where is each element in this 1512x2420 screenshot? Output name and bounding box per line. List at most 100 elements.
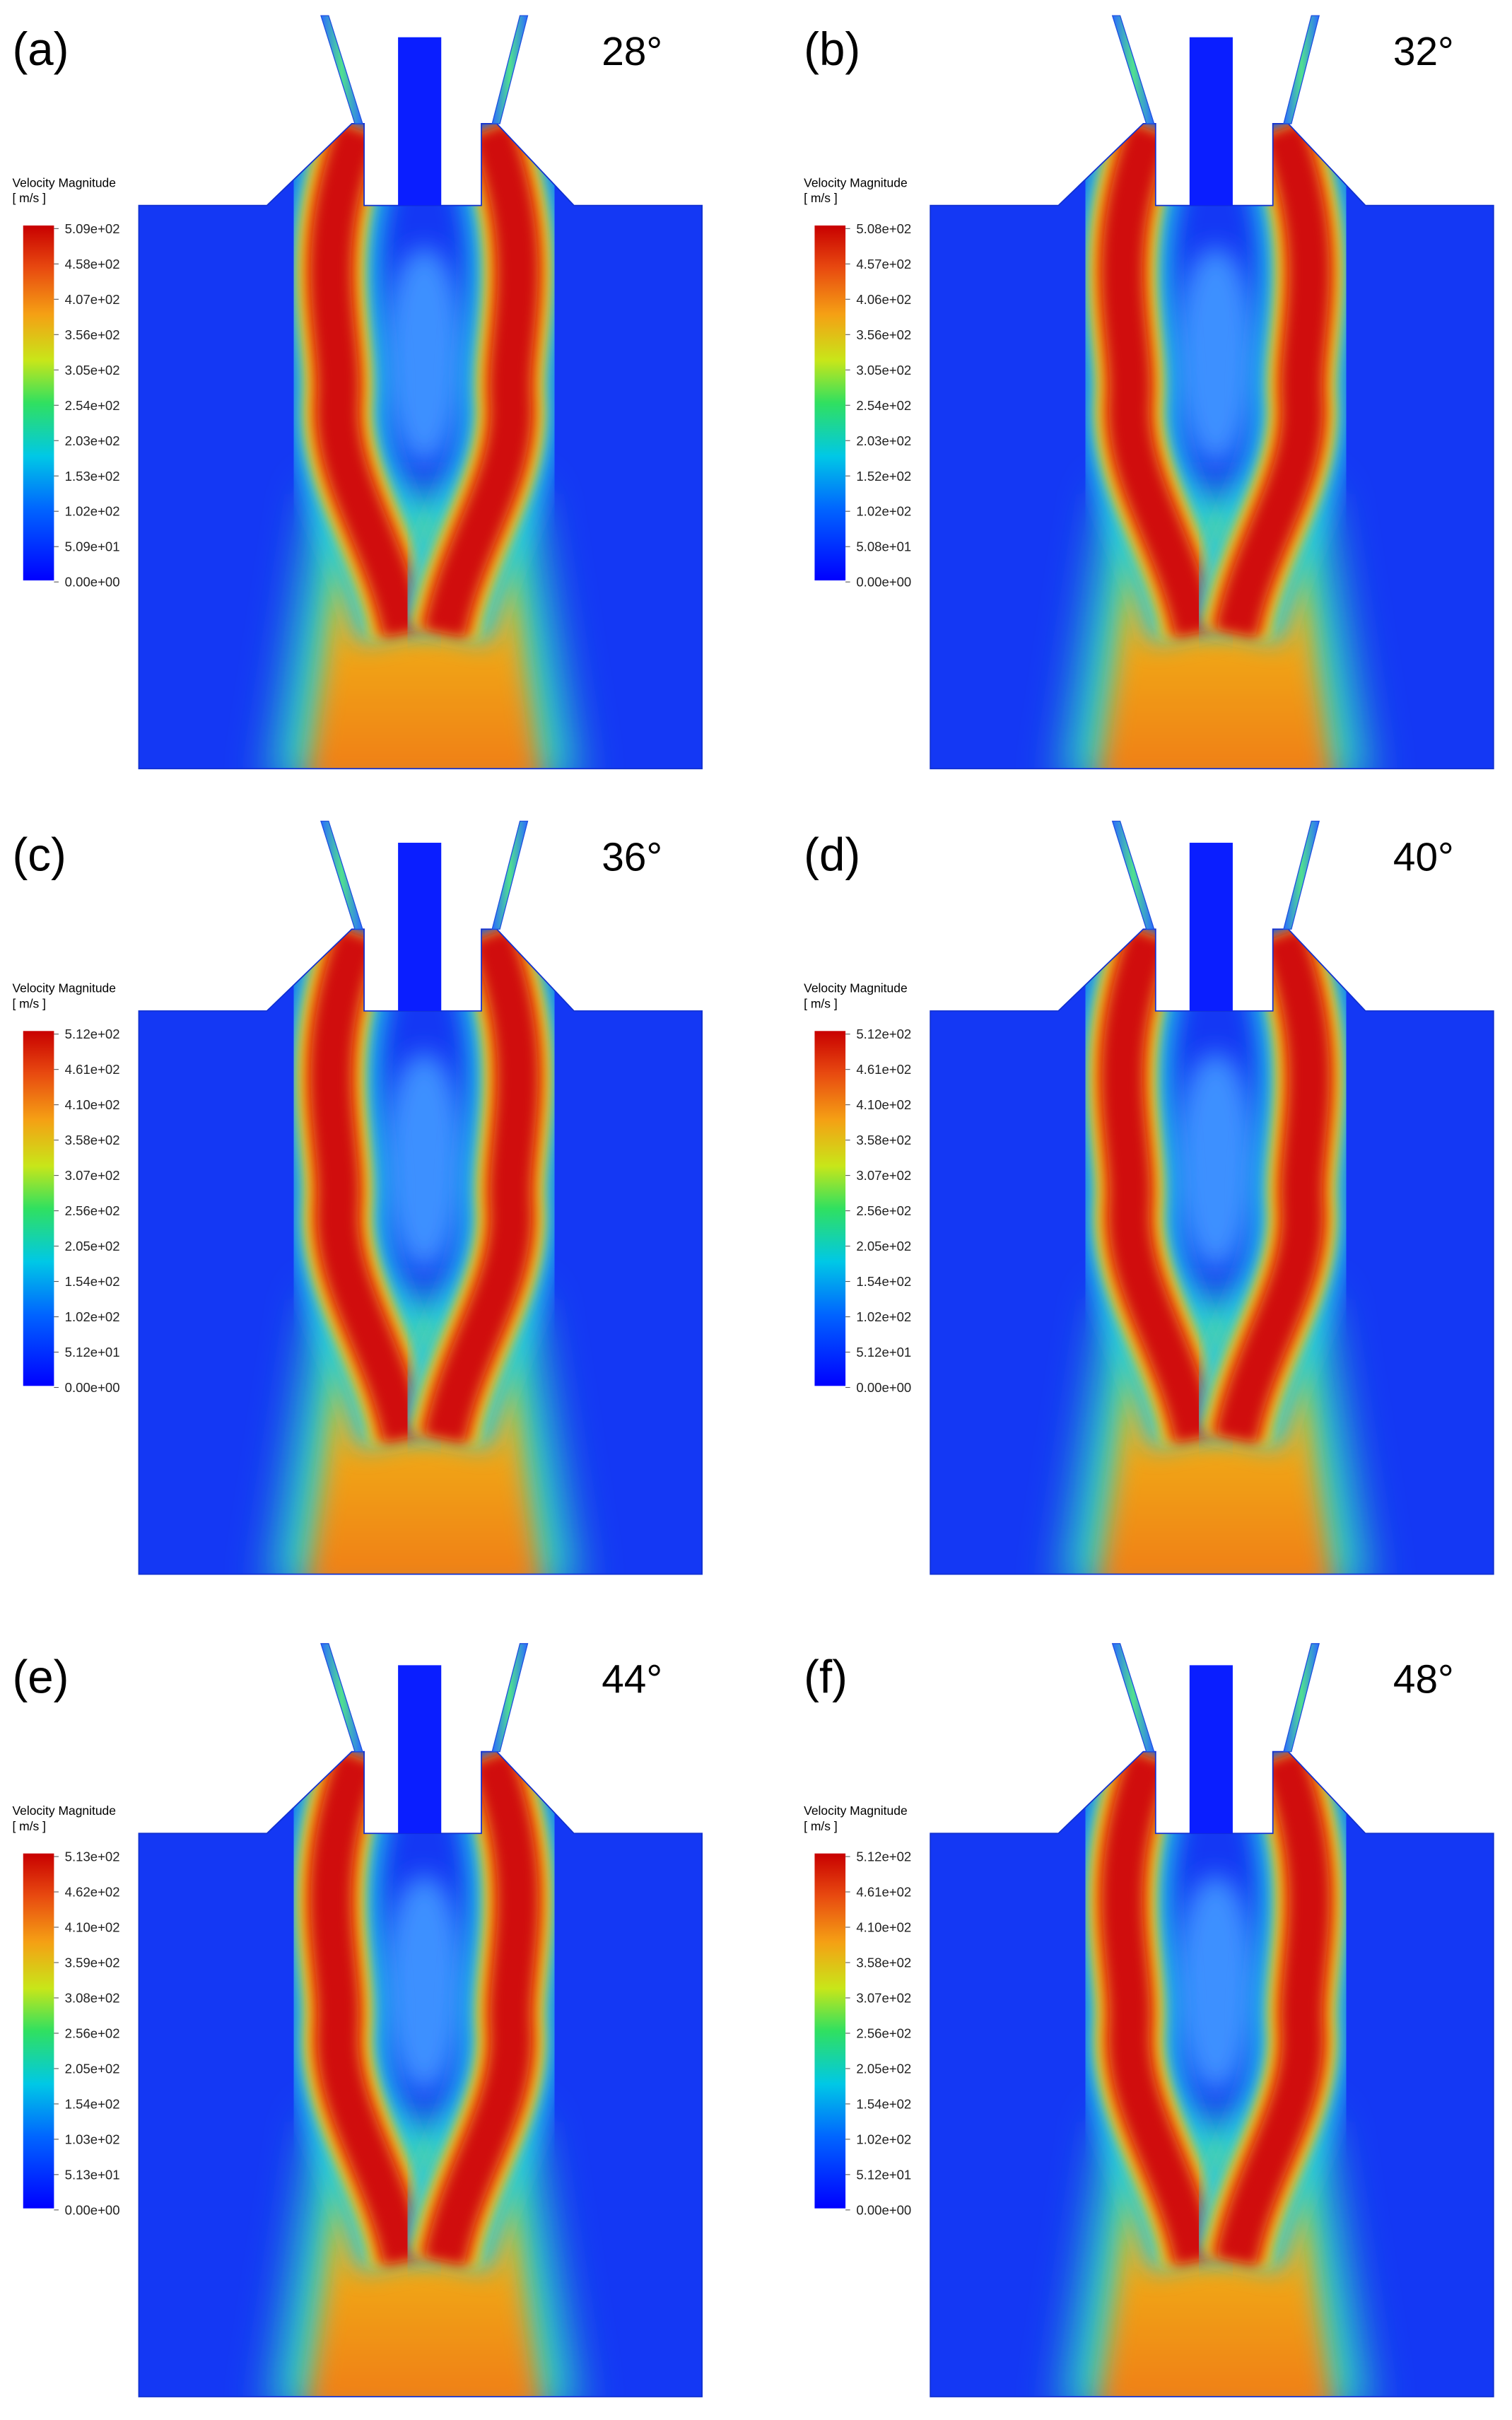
- nozzle-right: [1283, 1643, 1320, 1753]
- colorbar-label: 5.12e+01: [856, 1345, 911, 1360]
- colorbar-label: 1.54e+02: [856, 1274, 911, 1289]
- colorbar-label: 3.05e+02: [65, 363, 120, 378]
- jet-core: [310, 123, 424, 637]
- colorbar: [23, 225, 54, 580]
- legend-title: Velocity Magnitude: [804, 1804, 908, 1818]
- colorbar-label: 3.08e+02: [65, 1991, 120, 2006]
- colorbar-label: 5.08e+02: [856, 221, 911, 236]
- colorbar-label: 3.56e+02: [65, 327, 120, 342]
- colorbar-label: 4.61e+02: [856, 1885, 911, 1900]
- colorbar-label: 4.06e+02: [856, 292, 911, 307]
- angle-label: 40°: [1393, 835, 1454, 879]
- colorbar-label: 1.53e+02: [65, 469, 120, 484]
- legend-title: Velocity Magnitude: [12, 1804, 116, 1818]
- legend-unit: [ m/s ]: [12, 191, 46, 205]
- colorbar-label: 5.12e+02: [856, 1027, 911, 1041]
- colorbar-label: 4.61e+02: [856, 1062, 911, 1077]
- colorbar: [814, 225, 846, 580]
- colorbar-label: 3.58e+02: [856, 1956, 911, 1970]
- colorbar-label: 1.02e+02: [856, 2132, 911, 2146]
- nozzle-left: [1111, 15, 1155, 124]
- nozzle-left: [320, 820, 363, 930]
- colorbar-label: 5.13e+01: [65, 2167, 120, 2182]
- colorbar-label: 2.54e+02: [65, 398, 120, 413]
- colorbar-label: 1.54e+02: [856, 2096, 911, 2111]
- colorbar-label: 3.05e+02: [856, 363, 911, 378]
- colorbar-label: 3.56e+02: [856, 327, 911, 342]
- colorbar: [814, 1031, 846, 1386]
- panel-label: (d): [804, 829, 860, 880]
- colorbar-label: 2.56e+02: [65, 2026, 120, 2040]
- colorbar-label: 5.09e+01: [65, 539, 120, 554]
- legend-title: Velocity Magnitude: [12, 981, 116, 995]
- colorbar-label: 0.00e+00: [856, 2202, 911, 2217]
- colorbar: [23, 1853, 54, 2209]
- colorbar-label: 4.57e+02: [856, 257, 911, 271]
- colorbar-label: 1.54e+02: [65, 1274, 120, 1289]
- angle-label: 28°: [602, 30, 662, 74]
- center-rod: [1189, 37, 1233, 206]
- nozzle-left: [1111, 1643, 1155, 1753]
- legend-title: Velocity Magnitude: [804, 175, 908, 189]
- core-flow: [1176, 1052, 1256, 1269]
- colorbar-label: 4.10e+02: [856, 1920, 911, 1935]
- core-flow: [384, 247, 464, 464]
- angle-label: 44°: [602, 1658, 662, 1702]
- panel: (b) 32° Velocity Magnitude [ m/s ] 5.08e+02 4…: [804, 15, 1494, 770]
- colorbar-label: 1.03e+02: [65, 2132, 120, 2146]
- colorbar-label: 3.07e+02: [856, 1991, 911, 2006]
- flow-field: [139, 1751, 703, 2397]
- jet-core: [424, 1751, 538, 2265]
- flow-field: [139, 929, 703, 1574]
- colorbar-label: 4.10e+02: [856, 1097, 911, 1112]
- colorbar-label: 2.05e+02: [65, 2061, 120, 2076]
- angle-label: 48°: [1393, 1658, 1454, 1702]
- legend-title: Velocity Magnitude: [12, 175, 116, 189]
- center-rod: [398, 843, 442, 1011]
- nozzle-left: [1111, 820, 1155, 930]
- colorbar-label: 1.02e+02: [65, 1309, 120, 1324]
- colorbar-label: 2.56e+02: [856, 2026, 911, 2040]
- colorbar-label: 1.02e+02: [65, 504, 120, 519]
- center-rod: [1189, 1665, 1233, 1834]
- colorbar-label: 5.12e+02: [856, 1849, 911, 1864]
- nozzle-left: [320, 15, 363, 124]
- panel-label: (e): [12, 1652, 69, 1703]
- colorbar-label: 3.07e+02: [856, 1168, 911, 1183]
- jet-core: [424, 929, 538, 1443]
- colorbar-label: 1.52e+02: [856, 469, 911, 484]
- jet-core: [310, 1751, 424, 2265]
- panel-label: (a): [12, 23, 69, 75]
- panel: (a) 28° Velocity Magnitude [ m/s ] 5.09e+02 4…: [12, 15, 703, 770]
- colorbar-label: 5.09e+02: [65, 221, 120, 236]
- panel: (d) 40° Velocity Magnitude [ m/s ] 5.12e+02 4…: [804, 820, 1494, 1575]
- angle-label: 32°: [1393, 30, 1454, 74]
- colorbar-label: 2.56e+02: [65, 1203, 120, 1218]
- colorbar-label: 0.00e+00: [65, 575, 120, 590]
- colorbar-label: 2.05e+02: [856, 2061, 911, 2076]
- jet-core: [1102, 1751, 1216, 2265]
- core-flow: [384, 1875, 464, 2091]
- colorbar-label: 5.13e+02: [65, 1849, 120, 1864]
- angle-label: 36°: [602, 835, 662, 879]
- nozzle-right: [1283, 820, 1320, 930]
- center-rod: [1189, 843, 1233, 1011]
- panel-label: (b): [804, 23, 860, 75]
- colorbar-label: 2.54e+02: [856, 398, 911, 413]
- legend-unit: [ m/s ]: [804, 191, 838, 205]
- domain-outline: [930, 1750, 1494, 2397]
- nozzle-left: [320, 1643, 363, 1753]
- nozzle-right: [491, 820, 529, 930]
- colorbar-label: 5.12e+02: [65, 1027, 120, 1041]
- jet-core: [1216, 929, 1330, 1443]
- panel: (f) 48° Velocity Magnitude[ m/s ] 5.12e+02 4…: [804, 1643, 1494, 2397]
- jet-core: [1102, 929, 1216, 1443]
- colorbar-label: 2.05e+02: [856, 1239, 911, 1253]
- flow-field: [930, 123, 1494, 769]
- nozzle-right: [491, 1643, 529, 1753]
- colorbar-label: 4.10e+02: [65, 1920, 120, 1935]
- nozzle-right: [1283, 15, 1320, 124]
- colorbar-label: 0.00e+00: [65, 2202, 120, 2217]
